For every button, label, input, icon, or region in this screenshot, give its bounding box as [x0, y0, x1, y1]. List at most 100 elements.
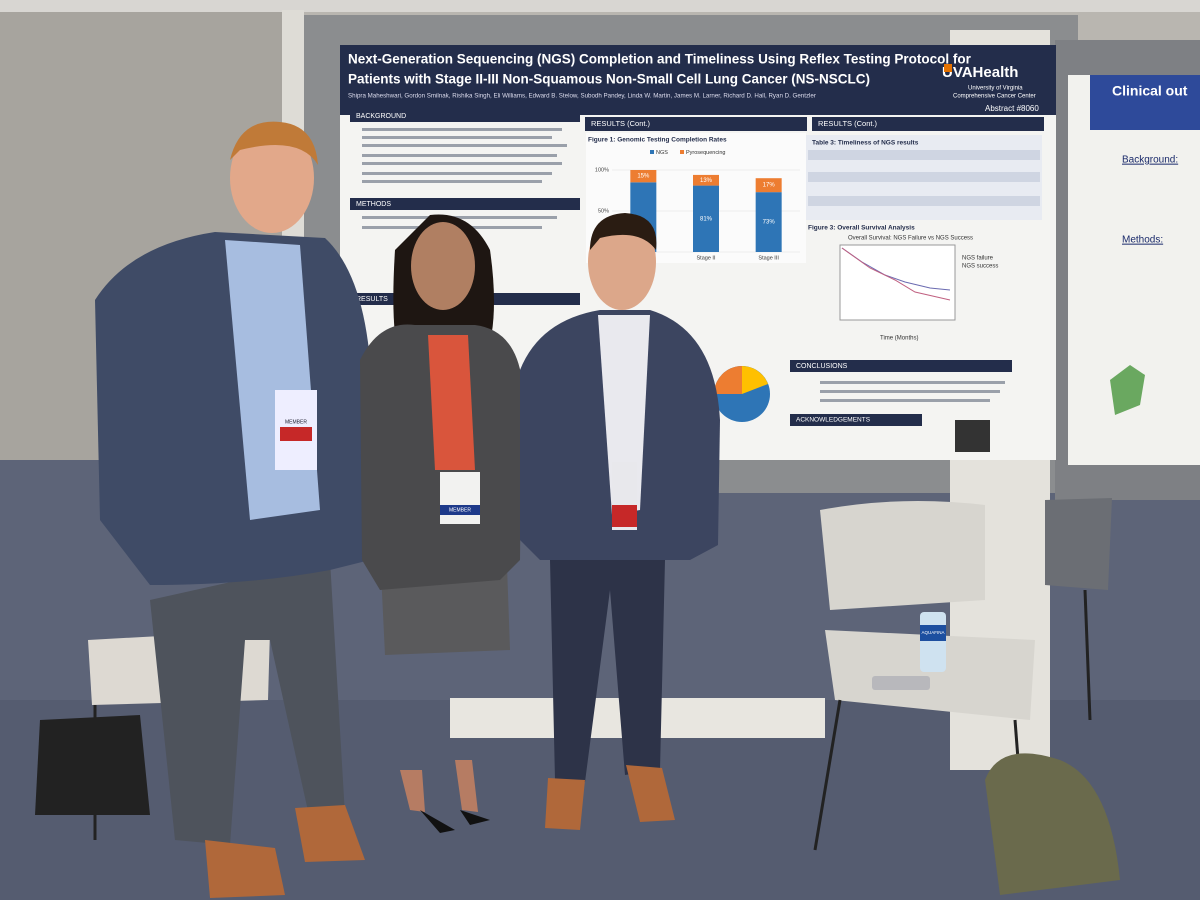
- table-rows-part: [808, 172, 1040, 182]
- logo-sub: University of Virginia: [968, 86, 1023, 92]
- section-bar: [790, 414, 922, 426]
- water-bottle-part: [920, 625, 946, 641]
- bag-part: [35, 715, 150, 815]
- ceiling-strip: [0, 0, 1200, 12]
- text-lines-part: [362, 180, 542, 183]
- chair-part: [1083, 589, 1092, 721]
- poster-authors: Shipra Maheshwari, Gordon Smilnak, Rishi…: [348, 93, 816, 100]
- side-subheading: Methods:: [1122, 235, 1163, 246]
- side-heading: Clinical out: [1112, 83, 1188, 99]
- person-part: [588, 214, 656, 310]
- chair-part: [825, 630, 1035, 720]
- text-lines-part: [362, 136, 552, 139]
- person-part: [428, 335, 475, 470]
- title-band: [1090, 75, 1200, 130]
- person-part: [230, 121, 318, 165]
- section-bar: [350, 198, 580, 210]
- side-poster: Clinical out Background: Methods:: [1068, 75, 1200, 465]
- bag: [985, 753, 1120, 895]
- person-part: [545, 765, 675, 830]
- logo: UVAHealth: [942, 64, 1018, 81]
- pie-slice: [714, 366, 742, 394]
- text-lines-part: [820, 390, 1000, 393]
- figure-title: Figure 3: Overall Survival Analysis: [808, 225, 915, 232]
- section-heading: CONCLUSIONS: [796, 363, 848, 370]
- y-tick-label: 50%: [598, 208, 609, 214]
- legend-swatch: [680, 150, 684, 154]
- legend-label: Pyrosequencing: [686, 150, 725, 156]
- person-part: [590, 213, 657, 250]
- bar: [693, 174, 719, 186]
- section-bar: [812, 117, 1044, 131]
- person-part: [150, 560, 345, 845]
- text-lines-part: [362, 144, 567, 147]
- qr-code: [955, 420, 990, 452]
- chair-part: [813, 699, 842, 851]
- water-bottle: AQUAFINA: [920, 612, 946, 672]
- legend-label: NGS success: [962, 264, 998, 270]
- person-part: [205, 840, 285, 898]
- phone: [872, 676, 930, 690]
- legend-swatch: [650, 150, 654, 154]
- table-title: Table 3: Timeliness of NGS results: [812, 140, 919, 147]
- data-label: 13%: [700, 178, 713, 184]
- bar: [630, 170, 657, 183]
- table-rows-part: [808, 196, 1040, 206]
- person-part: [280, 427, 312, 441]
- chair-part: [820, 501, 985, 610]
- text-lines-part: [362, 216, 557, 219]
- map: [1110, 365, 1145, 415]
- chair-part: [1045, 498, 1112, 590]
- km-curve: [841, 247, 951, 301]
- table-rows-part: [808, 150, 1040, 160]
- bar: [693, 185, 719, 252]
- logo-sub: Comprehensive Cancer Center: [953, 94, 1036, 100]
- pie-slice: [742, 366, 768, 394]
- section-heading: METHODS: [356, 201, 391, 208]
- legend-label: NGS: [656, 150, 668, 156]
- section-bar: [350, 110, 580, 122]
- section-heading: BACKGROUND: [356, 113, 406, 120]
- badge-label: MEMBER: [449, 507, 471, 513]
- data-label: 17%: [763, 183, 776, 189]
- text-lines-part: [362, 154, 557, 157]
- person-part: [550, 560, 665, 782]
- section-heading: ACKNOWLEDGEMENTS: [796, 417, 871, 424]
- chair: [1045, 498, 1112, 721]
- person: [520, 213, 720, 830]
- bag-part: [985, 753, 1120, 895]
- person: MEMBER: [95, 121, 372, 898]
- person-part: [400, 760, 478, 812]
- bar: [755, 192, 782, 252]
- text-lines-part: [820, 381, 1005, 384]
- person-part: [440, 505, 480, 515]
- person-part: [230, 123, 314, 233]
- legend-label: NGS failure: [962, 256, 994, 262]
- section-heading: RESULTS (Cont.): [591, 119, 651, 128]
- text-lines-part: [362, 162, 562, 165]
- side-subheading: Background:: [1122, 155, 1178, 166]
- title-band: [340, 45, 1056, 115]
- section-heading: RESULTS (Cont.): [818, 119, 878, 128]
- text-lines-part: [362, 128, 562, 131]
- person-part: [411, 222, 475, 310]
- km-plot: [839, 244, 956, 321]
- text-lines-part: [362, 172, 552, 175]
- data-label: 81%: [700, 216, 713, 222]
- figure-title: Figure 1: Genomic Testing Completion Rat…: [588, 137, 727, 144]
- figure-subtitle: Overall Survival: NGS Failure vs NGS Suc…: [848, 236, 973, 242]
- poster-title: Next-Generation Sequencing (NGS) Complet…: [348, 52, 972, 67]
- logo-mark: [944, 64, 952, 72]
- x-tick-label: Stage II: [697, 255, 716, 261]
- bag: [35, 715, 150, 815]
- chair: [813, 501, 1035, 851]
- abstract-number: Abstract #8060: [985, 104, 1039, 113]
- water-bottle-part: [920, 612, 946, 672]
- section-bar: [585, 117, 807, 131]
- table-rows: [808, 150, 1040, 206]
- bar: [755, 178, 782, 193]
- bottle-label: AQUAFINA: [921, 630, 944, 635]
- data-label: 15%: [637, 174, 650, 180]
